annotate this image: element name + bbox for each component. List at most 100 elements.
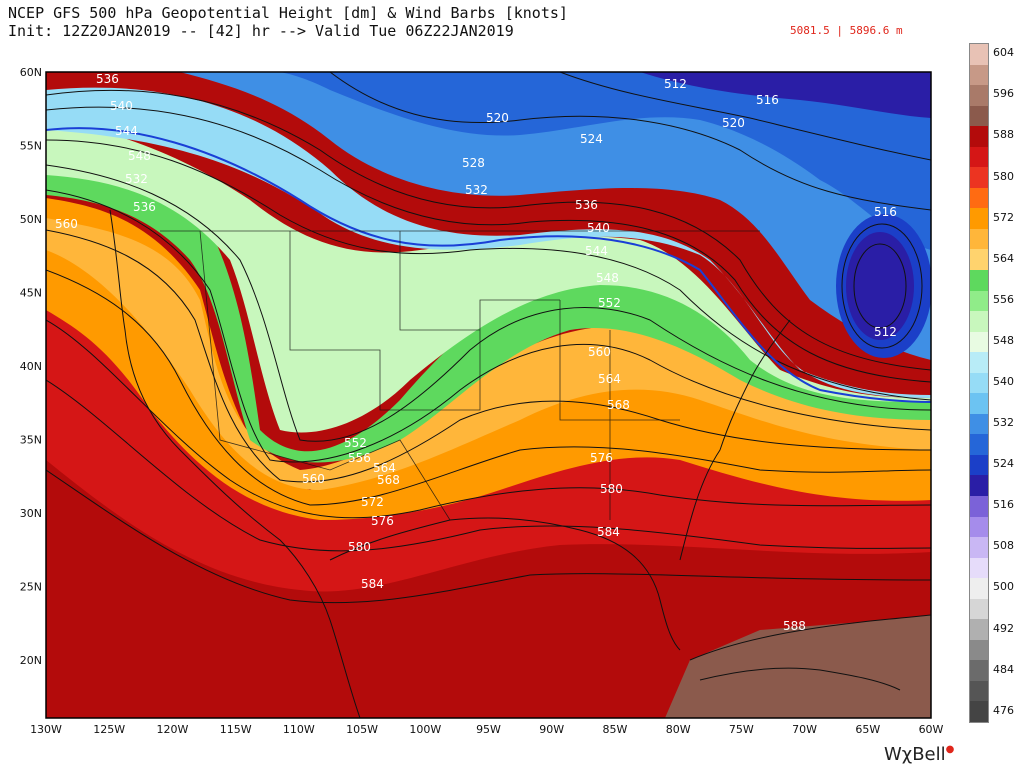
longitude-label: 95W: [476, 723, 501, 736]
contour-label: 568: [607, 398, 630, 412]
longitude-label: 100W: [409, 723, 441, 736]
contour-label: 560: [55, 217, 78, 231]
height-fill-592: [665, 615, 931, 718]
latitude-labels: 60N 55N 50N 45N 40N 35N 30N 25N 20N: [20, 66, 42, 667]
colorbar-label: 484: [993, 662, 1014, 676]
low-center-inner: [846, 232, 914, 340]
longitude-label: 65W: [855, 723, 880, 736]
contour-label: 580: [348, 540, 371, 554]
longitude-label: 130W: [30, 723, 62, 736]
contour-label: 528: [462, 156, 485, 170]
colorbar-cell: [970, 85, 988, 107]
min-max-readout: 5081.5 | 5896.6 m: [790, 24, 903, 37]
colorbar-cell: [970, 228, 988, 250]
contour-540-highlight: [46, 127, 931, 403]
contour-label: 564: [373, 461, 396, 475]
contour-label: 576: [590, 451, 613, 465]
colorbar-cell: [970, 619, 988, 641]
colorbar-cell: [970, 44, 988, 66]
latitude-label: 35N: [20, 434, 42, 447]
longitude-label: 90W: [539, 723, 564, 736]
contour-label: 544: [115, 124, 138, 138]
longitude-label: 105W: [346, 723, 378, 736]
contour-label: 548: [128, 149, 151, 163]
colorbar-label: 540: [993, 375, 1014, 388]
colorbar-cell: [970, 126, 988, 148]
height-contours: [46, 72, 931, 661]
contour-label: 552: [598, 296, 621, 310]
colorbar-cell: [970, 496, 988, 518]
height-fill-568: [46, 198, 931, 520]
colorbar-label: 492: [993, 621, 1014, 635]
colorbar-cell: [970, 639, 988, 661]
height-fill-520: [280, 72, 931, 250]
colorbar-cell: [970, 290, 988, 312]
longitude-label: 110W: [283, 723, 315, 736]
contour-label: 552: [344, 436, 367, 450]
title-line-1: NCEP GFS 500 hPa Geopotential Height [dm…: [8, 4, 568, 22]
latitude-label: 55N: [20, 140, 42, 153]
contour-label: 536: [96, 72, 119, 86]
longitude-label: 75W: [729, 723, 754, 736]
colorbar-label: 476: [993, 703, 1014, 717]
coastlines: [109, 209, 901, 718]
latitude-label: 50N: [20, 213, 42, 226]
colorbar-cell: [970, 598, 988, 620]
longitude-label: 60W: [919, 723, 944, 736]
colorbar-cell: [970, 249, 988, 271]
latitude-label: 20N: [20, 654, 42, 667]
contour-label: 584: [361, 577, 384, 591]
colorbar-label: 604: [993, 46, 1014, 60]
colorbar-label: 524: [993, 457, 1014, 471]
colorbar-label: 548: [993, 333, 1014, 347]
contour-label: 544: [585, 244, 608, 258]
colorbar-cell: [970, 187, 988, 209]
contour-label: 516: [756, 93, 779, 107]
longitude-label: 115W: [220, 723, 252, 736]
contour-label: 524: [580, 132, 603, 146]
colorbar-cell: [970, 311, 988, 333]
colorbar-label: 532: [993, 416, 1014, 430]
longitude-label: 120W: [156, 723, 188, 736]
height-fill-524: [180, 72, 931, 360]
contour-label: 556: [348, 451, 371, 465]
colorbar-cell: [970, 660, 988, 682]
colorbar-cell: [970, 372, 988, 394]
contour-label: 532: [125, 172, 148, 186]
colorbar-label: 556: [993, 292, 1014, 306]
colorbar-cell: [970, 270, 988, 292]
colorbar: [969, 43, 989, 723]
contour-label: 512: [874, 325, 897, 339]
colorbar-cell: [970, 208, 988, 230]
latitude-label: 40N: [20, 360, 42, 373]
longitude-label: 125W: [93, 723, 125, 736]
colorbar-cell: [970, 146, 988, 168]
height-fill-544: [46, 120, 931, 433]
logo-dot-icon: ●: [945, 744, 955, 755]
contour-label: 540: [110, 99, 133, 113]
contour-label: 536: [133, 200, 156, 214]
contour-label: 536: [575, 198, 598, 212]
colorbar-cell: [970, 557, 988, 579]
colorbar-label: 508: [993, 539, 1014, 553]
longitude-label: 70W: [792, 723, 817, 736]
wxbell-logo: WχBell●: [884, 744, 955, 765]
colorbar-cell: [970, 167, 988, 189]
colorbar-cell: [970, 413, 988, 435]
contour-labels: 512 516 520 520 524 528 532 536 540 544 548 552 560 5…: [55, 72, 897, 633]
latitude-label: 45N: [20, 287, 42, 300]
latitude-label: 25N: [20, 581, 42, 594]
colorbar-cell: [970, 331, 988, 353]
contour-label: 576: [371, 514, 394, 528]
longitude-label: 85W: [602, 723, 627, 736]
colorbar-label: 596: [993, 87, 1014, 101]
colorbar-label: 580: [993, 169, 1014, 183]
title-line-2: Init: 12Z20JAN2019 -- [42] hr --> Valid …: [8, 22, 514, 40]
contour-label: 560: [302, 472, 325, 486]
colorbar-label: 572: [993, 210, 1014, 224]
contour-label: 588: [783, 619, 806, 633]
latitude-label: 60N: [20, 66, 42, 79]
contour-label: 532: [465, 183, 488, 197]
colorbar-cell: [970, 578, 988, 600]
